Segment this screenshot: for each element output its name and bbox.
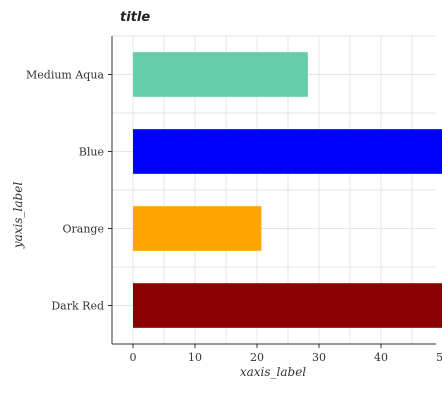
x-tick-label: 40: [374, 351, 388, 364]
chart-title: title: [120, 10, 150, 25]
y-tick-label: Blue: [79, 146, 104, 159]
bar-dark-red: [133, 283, 442, 328]
ticks: Dark Red Orange Blue Medium Aqua 0 10 20 30 40 50…: [26, 69, 442, 365]
axes: [111, 36, 436, 345]
x-axis-title: xaxis_label: [240, 365, 306, 379]
bars: [133, 52, 442, 328]
x-tick-label: 20: [250, 351, 264, 364]
x-tick-label: 10: [188, 351, 202, 364]
y-tick-label: Medium Aqua: [26, 69, 104, 82]
bar-blue: [133, 129, 442, 174]
y-tick-label: Dark Red: [51, 300, 104, 313]
y-axis-title: yaxis_label: [11, 182, 25, 249]
y-tick-label: Orange: [63, 223, 104, 236]
x-tick-label: 50: [436, 351, 442, 364]
bar-orange: [133, 206, 262, 251]
x-tick-label: 30: [312, 351, 326, 364]
bar-medium-aqua: [133, 52, 308, 97]
x-tick-label: 0: [130, 351, 137, 364]
